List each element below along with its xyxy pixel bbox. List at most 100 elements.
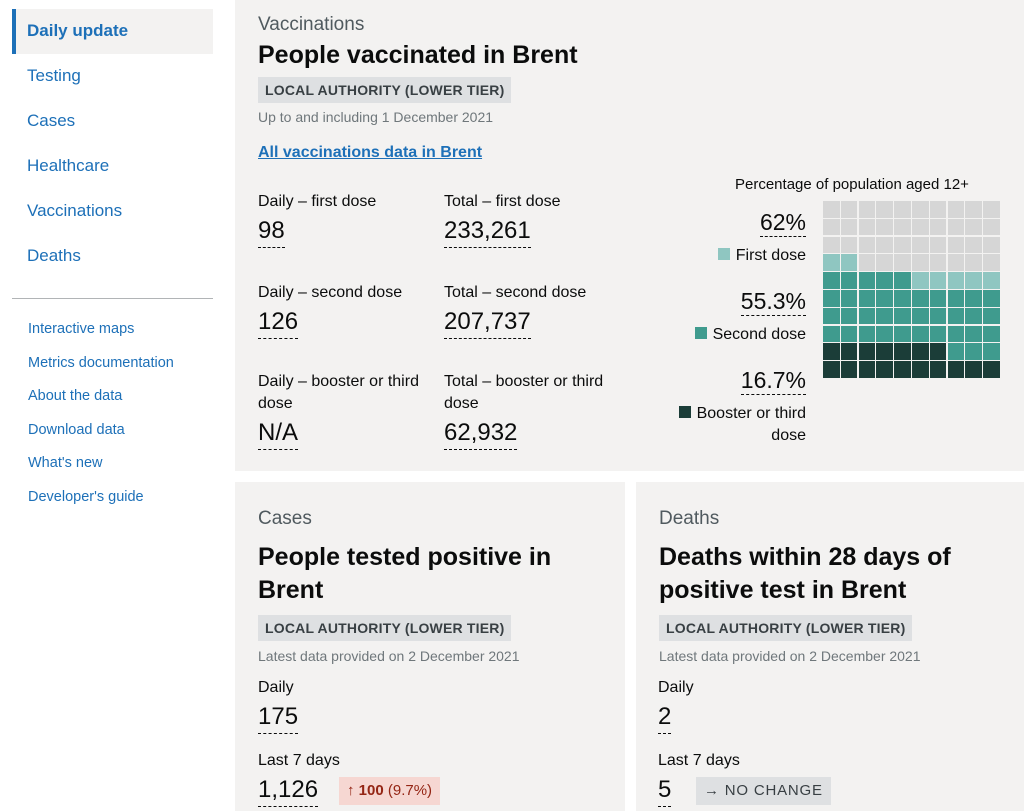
waffle-cell-empty [876, 236, 894, 254]
metric-label: Daily [658, 679, 694, 696]
waffle-cell-first-dose [983, 272, 1000, 289]
metric-label: Last 7 days [658, 752, 740, 769]
waffle-cell-booster [858, 361, 876, 378]
arrow-up-icon: ↑ [347, 782, 355, 799]
waffle-cell-first-dose [965, 272, 983, 289]
waffle-cell-empty [912, 218, 929, 236]
waffle-cell-empty [912, 254, 929, 272]
waffle-cell-empty [894, 218, 911, 236]
legend-first-dose: First dose [717, 245, 806, 267]
waffle-cell-empty [912, 236, 929, 254]
waffle-cell-second-dose [894, 325, 911, 343]
link-whats-new[interactable]: What's new [28, 455, 103, 472]
change-text: NO CHANGE [724, 782, 823, 799]
metric-cases-daily: Daily 175 [258, 677, 299, 734]
vaccinations-card: Vaccinations People vaccinated in Brent … [235, 0, 1024, 471]
metric-label: Daily – second dose [258, 284, 403, 301]
nav-testing[interactable]: Testing [27, 66, 81, 85]
waffle-cell-empty [840, 218, 858, 236]
metric-daily-first-dose: Daily – first dose 98 [258, 191, 376, 248]
metric-deaths-7-days: Last 7 days 5 [658, 750, 740, 807]
first-dose-swatch [717, 248, 730, 261]
waffle-cell-empty [965, 236, 983, 254]
waffle-title: Percentage of population aged 12+ [735, 176, 969, 193]
waffle-cell-first-dose [912, 272, 929, 289]
waffle-cell-first-dose [947, 272, 965, 289]
waffle-cell-booster [876, 361, 894, 378]
waffle-cell-empty [929, 201, 947, 218]
nav-cases[interactable]: Cases [27, 111, 76, 130]
metric-value[interactable]: N/A [258, 418, 299, 450]
waffle-cell-booster [912, 361, 929, 378]
nav-deaths[interactable]: Deaths [27, 246, 81, 265]
card-category: Vaccinations [258, 14, 365, 35]
metric-value[interactable]: 175 [258, 702, 299, 734]
waffle-cell-empty [858, 201, 876, 218]
waffle-cell-second-dose [947, 307, 965, 325]
waffle-cell-second-dose [983, 325, 1000, 343]
waffle-cell-booster [965, 361, 983, 378]
legend-label: Second dose [712, 326, 806, 343]
waffle-cell-empty [840, 201, 858, 218]
waffle-cell-empty [947, 236, 965, 254]
waffle-cell-empty [947, 254, 965, 272]
primary-nav: Daily update Testing Cases Healthcare Va… [12, 9, 213, 279]
waffle-cell-second-dose [823, 325, 840, 343]
waffle-cell-second-dose [823, 272, 840, 289]
waffle-cell-second-dose [983, 290, 1000, 307]
nav-divider [12, 298, 213, 299]
metric-value[interactable]: 2 [658, 702, 672, 734]
link-developers-guide[interactable]: Developer's guide [28, 488, 144, 505]
waffle-cell-second-dose [894, 290, 911, 307]
all-vaccinations-link[interactable]: All vaccinations data in Brent [258, 144, 483, 161]
change-badge-none[interactable]: → NO CHANGE [696, 777, 831, 805]
date-note: Latest data provided on 2 December 2021 [258, 648, 520, 664]
card-title-line-2: positive test in Brent [659, 576, 907, 604]
link-metrics-documentation[interactable]: Metrics documentation [28, 354, 174, 371]
change-badge-up[interactable]: ↑ 100 (9.7%) [339, 777, 441, 805]
metric-value[interactable]: 207,737 [444, 307, 531, 339]
nav-daily-update[interactable]: Daily update [12, 9, 213, 54]
waffle-cell-empty [983, 201, 1000, 218]
metric-cases-7-days: Last 7 days 1,126 [258, 750, 340, 807]
waffle-cell-second-dose [912, 325, 929, 343]
waffle-cell-second-dose [823, 290, 840, 307]
waffle-cell-empty [840, 236, 858, 254]
metric-value[interactable]: 5 [658, 775, 672, 807]
legend-label: First dose [735, 247, 806, 264]
metric-label: Daily – booster or third [258, 373, 419, 390]
second-dose-swatch [694, 327, 707, 340]
waffle-cell-second-dose [840, 290, 858, 307]
first-dose-pct-value[interactable]: 62% [759, 209, 806, 237]
legend-label: dose [771, 427, 806, 444]
metric-value[interactable]: 1,126 [258, 775, 319, 807]
waffle-cell-second-dose [912, 290, 929, 307]
metric-value[interactable]: 233,261 [444, 216, 531, 248]
area-type-tag: LOCAL AUTHORITY (LOWER TIER) [258, 615, 512, 641]
waffle-cell-second-dose [823, 307, 840, 325]
waffle-cell-booster [947, 361, 965, 378]
second-dose-pct-value[interactable]: 55.3% [740, 288, 806, 316]
nav-vaccinations[interactable]: Vaccinations [27, 201, 123, 220]
legend-second-dose: Second dose [694, 324, 806, 346]
link-interactive-maps[interactable]: Interactive maps [28, 321, 135, 337]
nav-healthcare[interactable]: Healthcare [27, 156, 110, 175]
waffle-cell-empty [983, 236, 1000, 254]
metric-value[interactable]: 126 [258, 307, 299, 339]
change-value: 100 [358, 782, 384, 799]
waffle-cell-empty [912, 201, 929, 218]
waffle-cell-first-dose [823, 254, 840, 272]
waffle-cell-empty [894, 236, 911, 254]
card-title: People vaccinated in Brent [258, 41, 578, 69]
card-title: People tested positive in [258, 543, 552, 571]
metric-daily-second-dose: Daily – second dose 126 [258, 282, 402, 339]
metric-value[interactable]: 62,932 [444, 418, 518, 450]
waffle-cell-empty [858, 218, 876, 236]
booster-pct-value[interactable]: 16.7% [740, 367, 806, 395]
link-about-the-data[interactable]: About the data [28, 388, 123, 405]
waffle-cell-second-dose [947, 343, 965, 361]
waffle-cell-empty [947, 218, 965, 236]
link-download-data[interactable]: Download data [28, 421, 125, 438]
metric-value[interactable]: 98 [258, 216, 285, 248]
waffle-cell-booster [894, 361, 911, 378]
